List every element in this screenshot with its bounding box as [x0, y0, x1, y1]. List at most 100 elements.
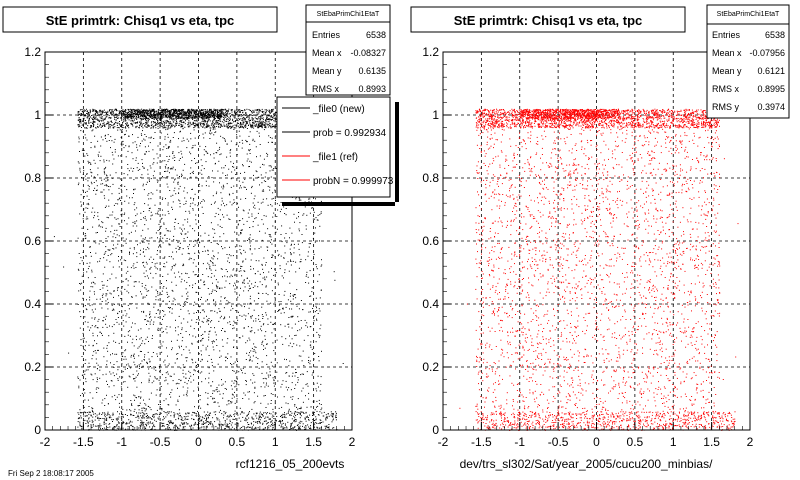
data-point — [142, 116, 144, 118]
data-point — [299, 254, 301, 256]
data-point — [280, 414, 282, 416]
data-point — [179, 121, 181, 123]
data-point — [117, 378, 119, 380]
data-point — [205, 112, 207, 114]
data-point — [101, 221, 103, 223]
data-point — [268, 427, 270, 429]
data-point — [217, 116, 219, 118]
data-point — [197, 113, 199, 115]
data-point — [125, 112, 127, 113]
data-point — [234, 114, 236, 116]
data-point — [331, 413, 333, 414]
data-point — [139, 405, 141, 406]
data-point — [131, 113, 133, 115]
data-point — [263, 215, 265, 217]
data-point — [260, 122, 262, 124]
data-point — [263, 323, 265, 325]
data-point — [212, 342, 213, 344]
data-point — [153, 118, 155, 120]
data-point — [150, 125, 152, 127]
data-point — [102, 222, 104, 224]
data-point — [105, 418, 107, 420]
data-point — [196, 117, 198, 119]
data-point — [189, 117, 191, 119]
data-point — [248, 424, 250, 425]
data-point — [142, 166, 144, 168]
data-point — [101, 110, 103, 112]
data-point — [318, 414, 320, 416]
data-point — [213, 114, 215, 115]
data-point — [210, 108, 212, 110]
data-point — [266, 343, 267, 345]
data-point — [217, 109, 219, 111]
data-point — [124, 110, 126, 112]
data-point — [137, 108, 139, 110]
data-point — [206, 121, 208, 123]
data-point — [236, 119, 238, 121]
data-point — [239, 314, 241, 316]
data-point — [169, 118, 171, 120]
data-point — [213, 112, 215, 114]
data-point — [197, 122, 199, 124]
data-point — [150, 108, 152, 110]
data-point — [229, 122, 231, 124]
data-point — [301, 242, 303, 244]
data-point — [131, 112, 133, 113]
data-point — [188, 114, 190, 116]
data-point — [149, 321, 151, 323]
data-point — [214, 216, 216, 218]
data-point — [101, 111, 103, 113]
data-point — [88, 120, 90, 122]
data-point — [121, 414, 123, 415]
data-point — [88, 204, 90, 206]
data-point — [87, 420, 89, 422]
data-point — [215, 120, 217, 122]
data-point — [259, 419, 261, 421]
data-point — [268, 115, 270, 117]
data-point — [235, 114, 237, 116]
data-point — [326, 417, 328, 419]
data-point — [155, 123, 157, 125]
data-point — [174, 304, 176, 306]
data-point — [112, 419, 114, 421]
data-point — [144, 125, 146, 127]
data-point — [261, 342, 263, 344]
data-point — [271, 421, 273, 423]
data-point — [79, 263, 81, 265]
data-point — [110, 373, 112, 375]
data-point — [278, 310, 279, 311]
data-point — [147, 117, 149, 119]
data-point — [179, 424, 181, 426]
data-point — [302, 425, 303, 427]
data-point — [196, 120, 198, 122]
data-point — [96, 387, 98, 389]
data-point — [173, 427, 175, 429]
data-point — [207, 276, 209, 278]
data-point — [271, 416, 273, 418]
data-point — [243, 127, 245, 128]
data-point — [80, 115, 82, 116]
data-point — [263, 111, 265, 113]
data-point — [201, 185, 203, 187]
data-point — [142, 427, 144, 429]
data-point — [129, 197, 130, 199]
data-point — [226, 416, 228, 418]
data-point — [128, 111, 130, 113]
data-point — [257, 212, 259, 214]
data-point — [183, 109, 185, 110]
data-point — [192, 117, 193, 119]
data-point — [273, 418, 275, 419]
data-point — [130, 123, 132, 125]
data-point — [77, 237, 79, 239]
data-point — [80, 113, 82, 114]
data-point — [96, 118, 98, 120]
data-point — [145, 126, 147, 128]
data-point — [92, 109, 94, 111]
data-point — [77, 124, 79, 126]
data-point — [179, 109, 181, 111]
data-point — [269, 125, 271, 127]
data-point — [188, 412, 190, 414]
data-point — [200, 169, 202, 171]
data-point — [116, 116, 118, 118]
data-point — [314, 241, 316, 243]
